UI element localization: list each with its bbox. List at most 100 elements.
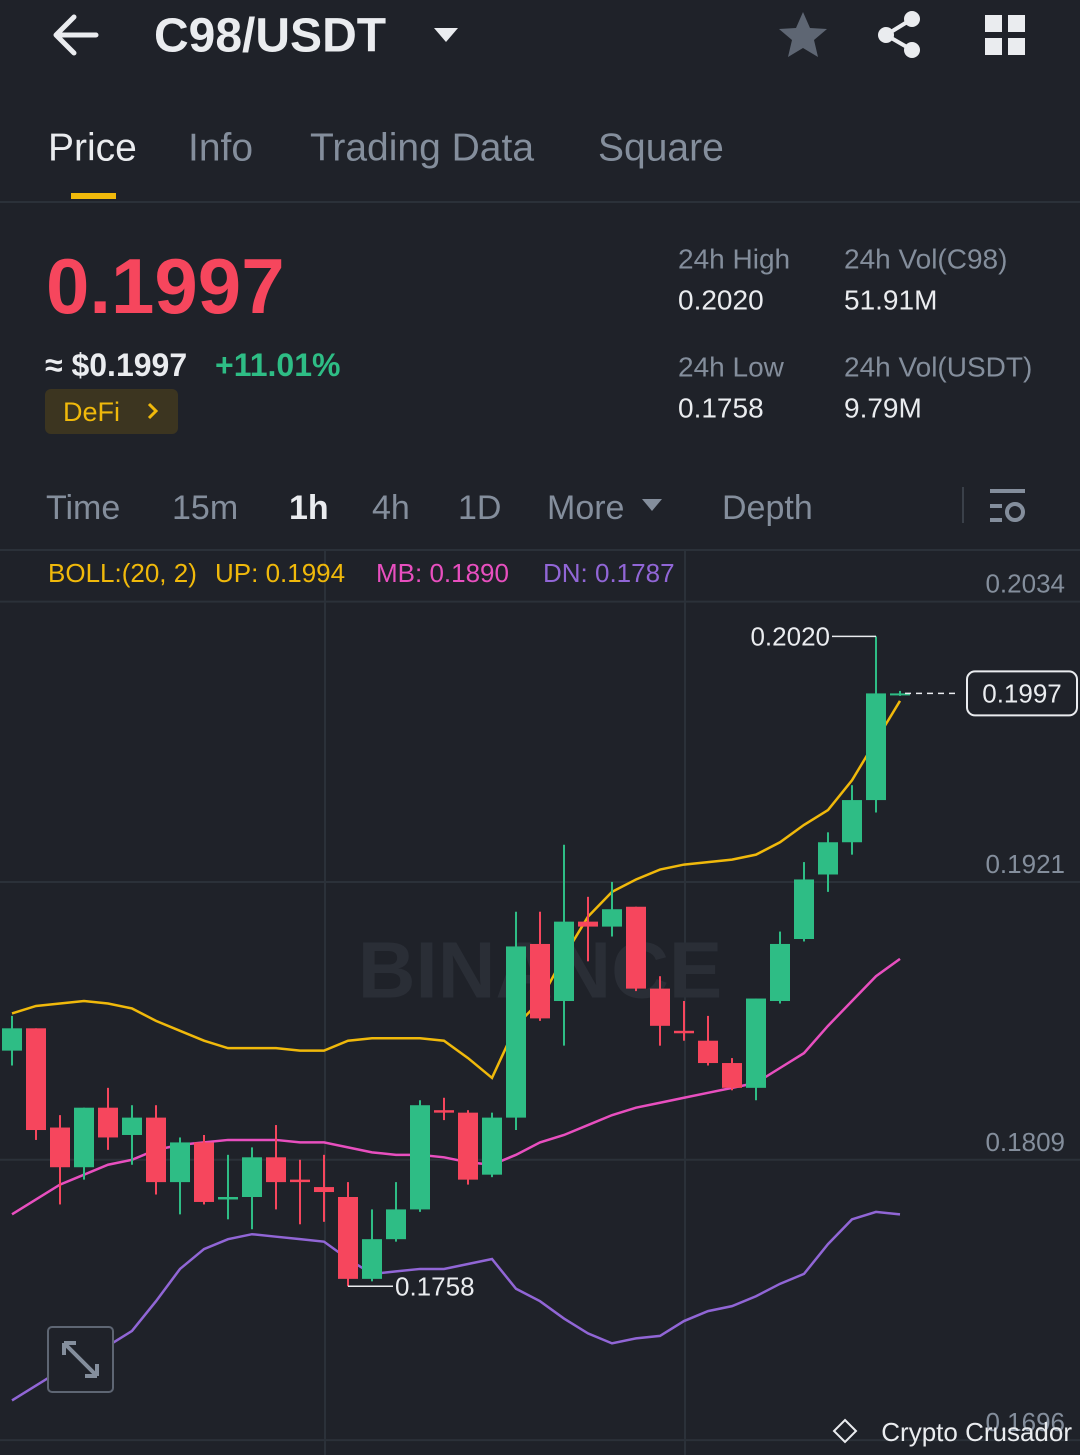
candle-body (674, 1030, 694, 1034)
candle-body (554, 921, 574, 1002)
grid-cell (1008, 15, 1025, 32)
tab[interactable]: Square (598, 127, 724, 170)
interval[interactable]: 1h (289, 489, 329, 527)
candle-body (602, 909, 622, 927)
candle-body (266, 1157, 286, 1183)
candle-body (50, 1127, 70, 1168)
last-price-label: 0.1997 (982, 678, 1062, 708)
candle-body (698, 1040, 718, 1064)
boll-line (11, 1210, 901, 1402)
interval[interactable]: More (547, 489, 624, 527)
tag-label: DeFi (63, 397, 120, 427)
candle-body (218, 1197, 238, 1200)
divider (962, 487, 964, 523)
candle-body (818, 842, 838, 875)
expand-button[interactable] (47, 1326, 114, 1393)
stat-label: 24h Low (678, 352, 785, 383)
interval[interactable]: Time (46, 489, 120, 527)
interval[interactable]: 4h (372, 489, 410, 527)
legend-entry: MB: 0.1890 (376, 558, 509, 588)
candle-body (410, 1105, 430, 1210)
candle-body (770, 943, 790, 1002)
price-change: +11.01% (215, 347, 340, 383)
last-price-box (966, 670, 1078, 717)
candle-body (122, 1117, 142, 1135)
candle-body (386, 1209, 406, 1240)
grid-cell (985, 15, 1002, 32)
stat-value: 0.1758 (678, 393, 764, 424)
pair-title[interactable]: C98/USDT (154, 10, 386, 63)
chart: 0.2034 0.1921 0.1809 0.1696 0.2020 0.1758 0.19… (0, 569, 1080, 1442)
candle-body (746, 998, 766, 1088)
candle-body (242, 1157, 262, 1197)
grid-menu[interactable] (985, 15, 1025, 55)
candle-body (362, 1239, 382, 1279)
tag-chevron (147, 402, 159, 420)
interval[interactable]: 15m (172, 489, 238, 527)
candle-body (866, 693, 886, 801)
watermark-logo (832, 1418, 858, 1444)
boll-line (11, 700, 902, 1080)
high-label: 0.2020 (750, 621, 830, 651)
candle-body (338, 1197, 358, 1279)
chart-settings[interactable] (990, 489, 1025, 522)
candle-body (722, 1063, 742, 1088)
tab-indicator (71, 193, 116, 199)
settings-lines (990, 489, 1025, 522)
back-button[interactable] (53, 14, 99, 56)
pair-dropdown[interactable] (434, 28, 458, 42)
candle-body (290, 1179, 310, 1183)
divider (0, 201, 1080, 203)
tab[interactable]: Price (48, 127, 137, 170)
low-label: 0.1758 (395, 1271, 475, 1301)
tab[interactable]: Trading Data (310, 127, 534, 170)
expand-icon (62, 1341, 99, 1378)
y-tick-label: 0.2034 (985, 569, 1065, 599)
settings-gear (1005, 502, 1025, 522)
y-tick-label: 0.1696 (985, 1407, 1065, 1437)
favorite-star[interactable] (779, 12, 827, 57)
y-tick-label: 0.1809 (985, 1127, 1065, 1157)
candle-body (650, 988, 670, 1026)
fiat-price: ≈ $0.1997 (45, 347, 187, 383)
watermark: Crypto Crusador (881, 1417, 1072, 1447)
interval[interactable]: Depth (722, 489, 813, 527)
legend-entry: UP: 0.1994 (215, 558, 345, 588)
candle-body (794, 879, 814, 939)
candle-body (626, 906, 646, 989)
tag-background (45, 389, 178, 434)
grid-cell (985, 38, 1002, 55)
candle-body (194, 1142, 214, 1202)
candle-body (458, 1112, 478, 1180)
grid-cell (1008, 38, 1025, 55)
candle-body (506, 946, 526, 1118)
back-arrow (53, 14, 99, 56)
tab[interactable]: Info (188, 127, 253, 170)
candle-body (578, 921, 598, 927)
stat-value: 0.2020 (678, 285, 764, 316)
sector-tag[interactable]: DeFi (45, 389, 178, 434)
candle-body (314, 1187, 334, 1193)
candle-body (74, 1107, 94, 1168)
legend-entry: BOLL:(20, 2) (48, 558, 197, 588)
stat-label: 24h High (678, 244, 790, 275)
legend-entry: DN: 0.1787 (543, 558, 675, 588)
divider (0, 549, 1080, 551)
y-tick-label: 0.1921 (985, 849, 1065, 879)
candle-body (26, 1028, 46, 1131)
candle-body (842, 800, 862, 843)
share-button[interactable] (878, 11, 920, 58)
stat-value: 51.91M (844, 285, 937, 316)
candle-body (530, 943, 550, 1019)
candle-body (146, 1117, 166, 1183)
candle-body (98, 1107, 118, 1138)
more-dropdown[interactable] (642, 499, 662, 511)
interval[interactable]: 1D (458, 489, 501, 527)
candle-body (2, 1028, 22, 1051)
last-price: 0.1997 (46, 242, 285, 330)
share-lines (882, 17, 914, 52)
candle-body (890, 693, 910, 696)
candle-body (170, 1142, 190, 1183)
